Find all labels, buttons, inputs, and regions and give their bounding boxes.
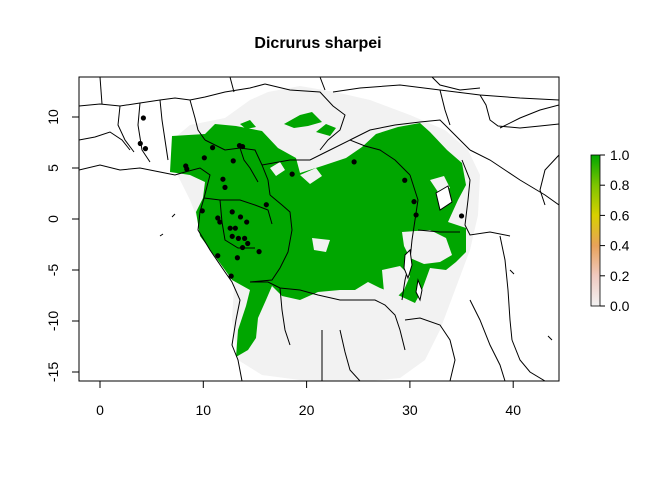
occurrence-point [199,208,205,214]
occurrence-point [232,225,238,231]
legend-tick-label: 0.4 [610,238,630,254]
map-layers [79,77,559,381]
occurrence-point [413,212,419,218]
occurrence-point [244,219,250,225]
occurrence-point [239,143,246,150]
legend-tick-label: 0.8 [610,177,630,193]
x-tick-label: 30 [402,402,418,418]
occurrence-point [235,235,242,241]
x-axis: 0 10 20 30 40 [96,380,521,418]
y-axis: -15 -10 -5 0 5 10 [45,109,80,382]
occurrence-point [230,158,236,164]
occurrence-point [140,115,146,121]
occurrence-point [263,202,269,208]
occurrence-point [256,249,262,255]
occurrence-point [229,209,235,215]
occurrence-point [215,215,221,221]
occurrence-point [229,233,235,239]
y-tick-label: -10 [45,311,61,331]
lakes [403,185,453,302]
y-tick-label: 10 [45,109,61,125]
x-tick-label: 20 [299,402,315,418]
occurrence-point [201,155,207,161]
country-borders [79,77,559,381]
occurrence-point [239,244,246,251]
legend-tick-label: 1.0 [610,147,630,163]
x-tick-label: 10 [196,402,212,418]
legend-tick-label: 0.0 [610,298,630,314]
occurrence-point [228,273,234,279]
occurrence-point [142,146,149,152]
occurrence-point [227,225,233,231]
occurrence-point [217,219,223,225]
occurrence-point [237,214,244,220]
occurrence-point [222,184,228,190]
occurrence-point [402,177,408,183]
x-tick-label: 40 [505,402,521,418]
occurrence-point [289,171,295,177]
x-tick-label: 0 [96,402,104,418]
map-title: Dicrurus sharpei [254,35,381,52]
occurrence-point [242,235,248,241]
occurrence-point [245,240,251,247]
legend-color-bar: 0.0 0.2 0.4 0.6 0.8 1.0 [590,147,630,314]
occurrence-point [411,199,417,205]
occurrence-point [137,140,143,147]
occurrence-point [351,159,357,165]
legend-tick-label: 0.6 [610,207,630,223]
legend-tick-label: 0.2 [610,268,630,284]
occurrence-point [209,145,216,151]
occurrence-point [458,213,465,219]
y-tick-label: -15 [45,362,61,382]
occurrence-points [137,115,465,279]
occurrence-point [184,166,190,172]
occurrence-point [220,176,226,182]
y-tick-label: 0 [45,215,61,223]
occurrence-point [215,253,221,259]
occurrence-point [234,255,240,261]
y-tick-label: 5 [45,164,61,172]
y-tick-label: -5 [45,264,61,277]
legend-gradient [590,154,601,307]
